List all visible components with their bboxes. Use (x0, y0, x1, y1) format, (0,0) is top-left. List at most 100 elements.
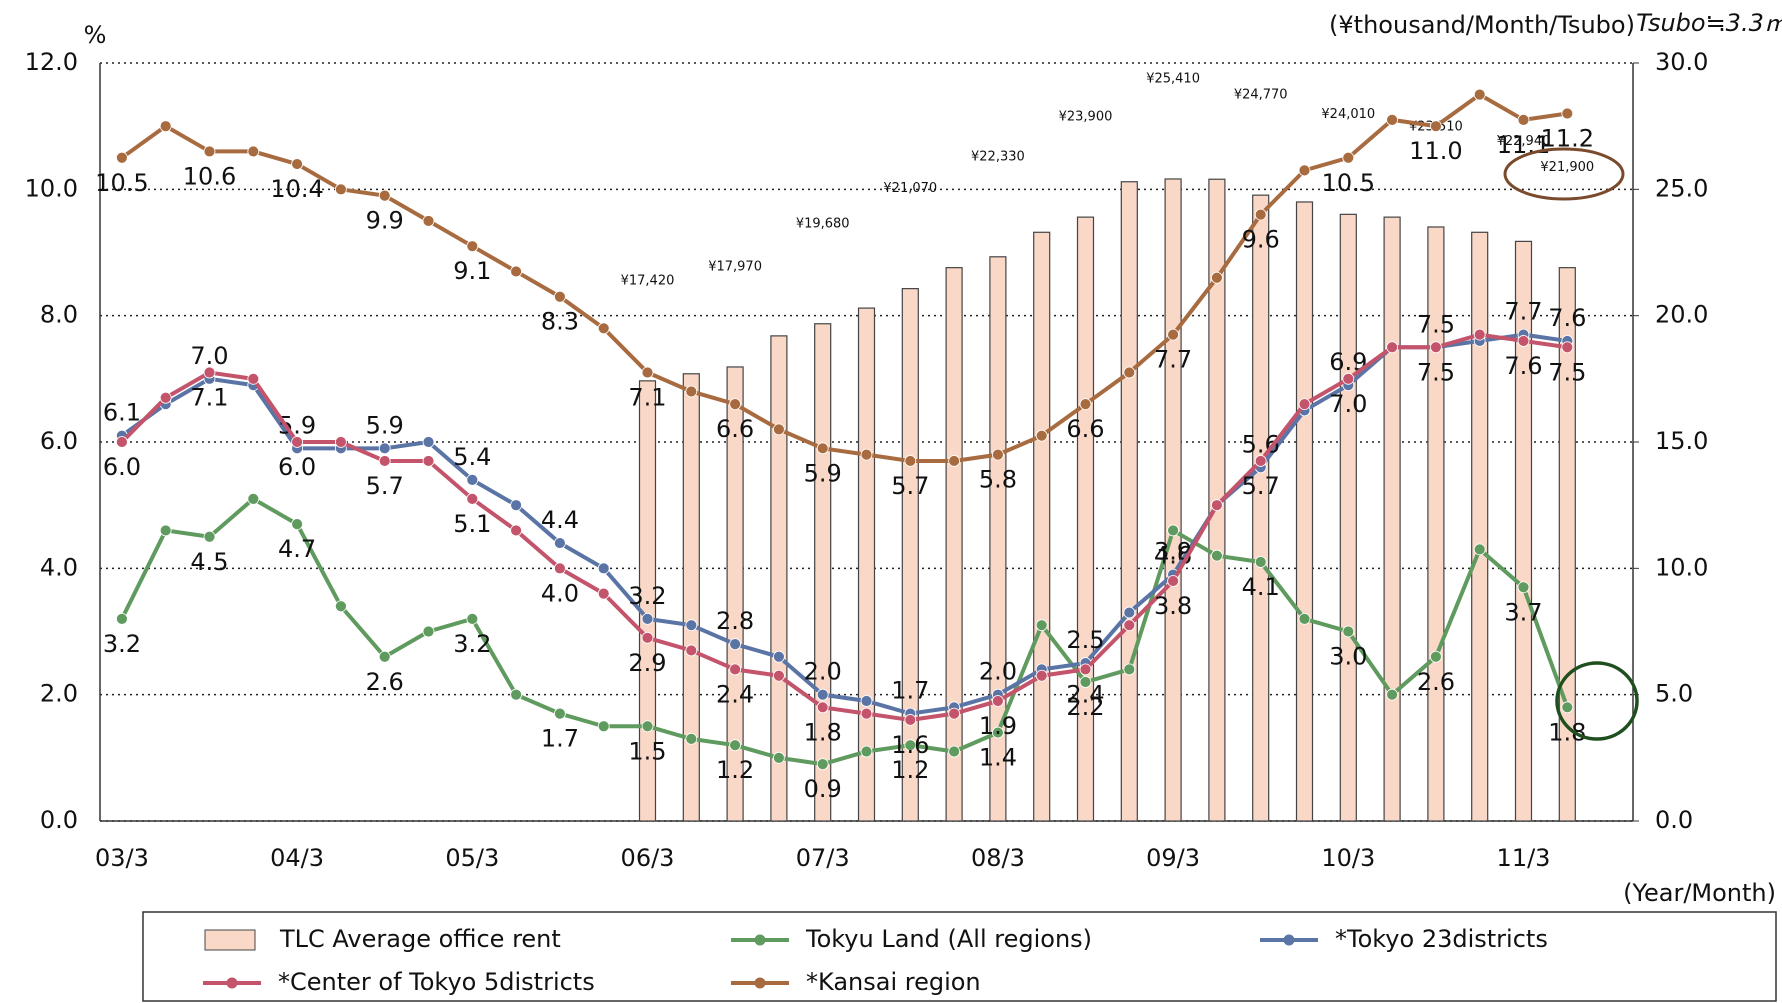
marker (1079, 398, 1092, 411)
data-label: 5.7 (891, 472, 929, 500)
legend-label: TLC Average office rent (279, 925, 561, 953)
bar-value-label: ¥17,420 (621, 273, 675, 288)
bar (989, 256, 1007, 822)
marker (291, 436, 304, 448)
bar (814, 323, 832, 822)
marker (1254, 455, 1267, 467)
marker (1167, 575, 1179, 587)
marker (948, 455, 960, 467)
line (120, 92, 1568, 463)
bar-value-label: ¥23,900 (1059, 110, 1113, 125)
marker (1123, 663, 1136, 676)
line (120, 332, 1568, 722)
data-label: 7.0 (190, 342, 228, 370)
y2-tick-label: 5.0 (1655, 680, 1693, 708)
marker (247, 492, 260, 505)
marker (1211, 271, 1223, 284)
bar (1295, 201, 1314, 822)
bar (682, 373, 700, 822)
data-label: 3.2 (103, 630, 141, 658)
data-label: 2.4 (1066, 680, 1104, 708)
data-label: 6.1 (103, 399, 141, 427)
data-label: 9.9 (366, 207, 404, 235)
x-tick-label: 07/3 (796, 844, 850, 872)
marker (554, 562, 566, 575)
marker (641, 366, 654, 379)
marker (1517, 335, 1530, 347)
marker (948, 745, 960, 758)
bar (1427, 226, 1445, 822)
y-tick-label: 2.0 (40, 680, 78, 708)
data-label: 10.4 (270, 175, 323, 203)
bar-value-label: ¥24,010 (1321, 107, 1375, 122)
marker (729, 638, 741, 651)
data-label: 6.6 (1066, 415, 1104, 443)
marker (773, 423, 785, 436)
legend-label: *Kansai region (806, 968, 981, 996)
data-label: 2.0 (804, 658, 842, 686)
marker (466, 492, 479, 505)
data-label: 8.3 (541, 308, 579, 336)
data-label: 2.2 (1066, 693, 1104, 721)
data-label: 1.8 (804, 718, 842, 746)
marker (1473, 543, 1486, 556)
marker (1298, 164, 1311, 177)
marker (247, 145, 260, 158)
marker (1298, 612, 1311, 625)
data-label: 2.9 (628, 649, 666, 677)
data-label: 2.6 (1417, 668, 1455, 696)
data-label: 10.5 (1322, 169, 1375, 197)
marker (1386, 113, 1398, 126)
marker (1035, 619, 1048, 632)
bar (945, 267, 963, 822)
bar-value-label: ¥19,680 (796, 216, 850, 231)
data-label: 11.1 (1497, 131, 1550, 159)
marker (334, 436, 347, 448)
marker (247, 372, 260, 385)
marker (1035, 669, 1048, 682)
marker (1430, 650, 1442, 663)
bar (1383, 216, 1401, 822)
legend-marker (1283, 934, 1295, 946)
data-label: 0.9 (804, 775, 842, 803)
data-label: 9.6 (1242, 226, 1280, 254)
x-tick-label: 06/3 (621, 844, 675, 872)
data-label: 5.1 (453, 510, 491, 538)
data-label: 7.1 (628, 384, 666, 412)
marker (729, 398, 741, 411)
marker (1298, 398, 1311, 411)
x-tick-label: 09/3 (1146, 844, 1200, 872)
marker (1079, 676, 1092, 688)
data-label: 5.4 (453, 443, 491, 471)
marker (422, 455, 435, 467)
marker (510, 524, 522, 537)
marker (116, 151, 128, 164)
bar (901, 288, 919, 822)
y2-tick-label: 30.0 (1655, 48, 1708, 76)
y2-tick-label: 0.0 (1655, 806, 1693, 834)
marker (992, 448, 1004, 461)
marker (1211, 499, 1223, 512)
marker (510, 688, 522, 701)
data-label: 7.7 (1154, 346, 1192, 374)
data-label: 5.7 (366, 472, 404, 500)
marker (904, 455, 917, 467)
marker (1079, 663, 1092, 676)
marker (1386, 688, 1398, 701)
data-label: 10.6 (183, 162, 236, 190)
legend-marker (754, 977, 766, 989)
bar-value-label: ¥21,070 (883, 181, 937, 196)
marker (860, 448, 873, 461)
bar (1120, 181, 1138, 822)
marker (378, 442, 391, 455)
data-label: 4.5 (190, 548, 228, 576)
bar-value-label: ¥22,940 (1497, 134, 1551, 149)
data-label: 6.9 (1329, 348, 1367, 376)
y-axis-label: % (84, 21, 107, 49)
marker (597, 587, 610, 600)
y-tick-label: 8.0 (40, 301, 78, 329)
marker (510, 499, 522, 512)
marker (1430, 341, 1442, 354)
bar-value-label: ¥24,770 (1234, 88, 1288, 103)
marker (729, 663, 741, 676)
